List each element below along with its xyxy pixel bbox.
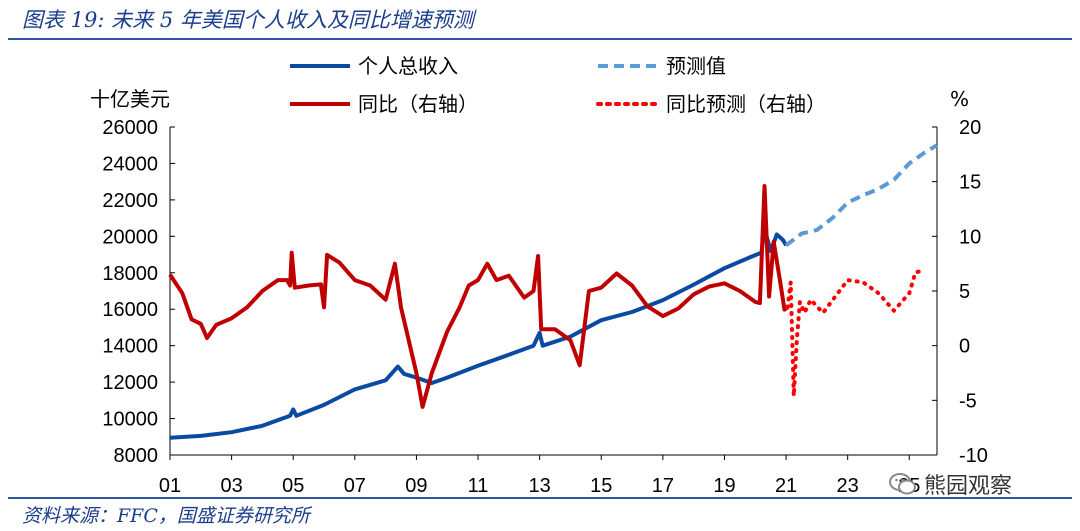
right-tick-label: -5 — [959, 390, 977, 412]
axis-units: 十亿美元% — [90, 87, 969, 111]
left-tick-label: 16000 — [102, 299, 158, 321]
legend-label: 同比预测（右轴） — [666, 92, 826, 116]
left-tick-label: 10000 — [102, 409, 158, 431]
left-tick-label: 26000 — [102, 117, 158, 139]
bottom-rule — [8, 497, 1072, 499]
left-tick-label: 8000 — [114, 445, 159, 467]
series-layer — [168, 143, 939, 440]
x-tick-label: 07 — [344, 475, 366, 497]
source-note: 资料来源：FFC，国盛证券研究所 — [22, 505, 310, 527]
right-tick-label: 10 — [959, 226, 981, 248]
x-tick-label: 01 — [159, 475, 181, 497]
left-tick-label: 24000 — [102, 153, 158, 175]
x-tick-label: 11 — [468, 475, 489, 497]
wechat-icon — [889, 473, 916, 495]
left-tick-label: 18000 — [102, 263, 158, 285]
series-line — [169, 227, 788, 440]
legend-label: 预测值 — [666, 54, 726, 78]
left-tick-label: 12000 — [102, 372, 158, 394]
right-tick-label: 0 — [959, 336, 970, 358]
top-rule — [8, 38, 1072, 40]
right-axis-unit: % — [950, 87, 969, 111]
x-tick-label: 17 — [652, 475, 674, 497]
x-tick-label: 05 — [282, 475, 304, 497]
series-line — [785, 268, 927, 398]
series-line — [168, 184, 789, 409]
x-tick-label: 21 — [775, 475, 797, 497]
series-line — [784, 143, 939, 247]
x-tick-label: 09 — [405, 475, 427, 497]
legend-label: 同比（右轴） — [358, 92, 478, 116]
right-tick-label: 15 — [959, 172, 981, 194]
right-tick-label: 5 — [959, 281, 970, 303]
x-tick-label: 19 — [713, 475, 735, 497]
left-tick-label: 22000 — [102, 190, 158, 212]
watermark: 熊园观察 — [888, 468, 1012, 500]
axes: 8000 10000 12000 14000 16000 18000 20000 22000 2… — [102, 117, 988, 497]
legend-label: 个人总收入 — [358, 54, 458, 78]
left-axis-unit: 十亿美元 — [90, 87, 170, 111]
watermark-text: 熊园观察 — [924, 474, 1013, 499]
left-tick-label: 14000 — [102, 336, 158, 358]
figure-caption: 图表 19: 未来 5 年美国个人收入及同比增速预测 — [22, 8, 474, 32]
x-tick-label: 15 — [590, 475, 612, 497]
x-tick-label: 23 — [837, 475, 859, 497]
x-tick-label: 03 — [220, 475, 242, 497]
right-tick-label: 20 — [959, 117, 981, 139]
right-tick-label: -10 — [959, 445, 988, 467]
left-tick-label: 20000 — [102, 226, 158, 248]
x-tick-label: 13 — [529, 475, 551, 497]
